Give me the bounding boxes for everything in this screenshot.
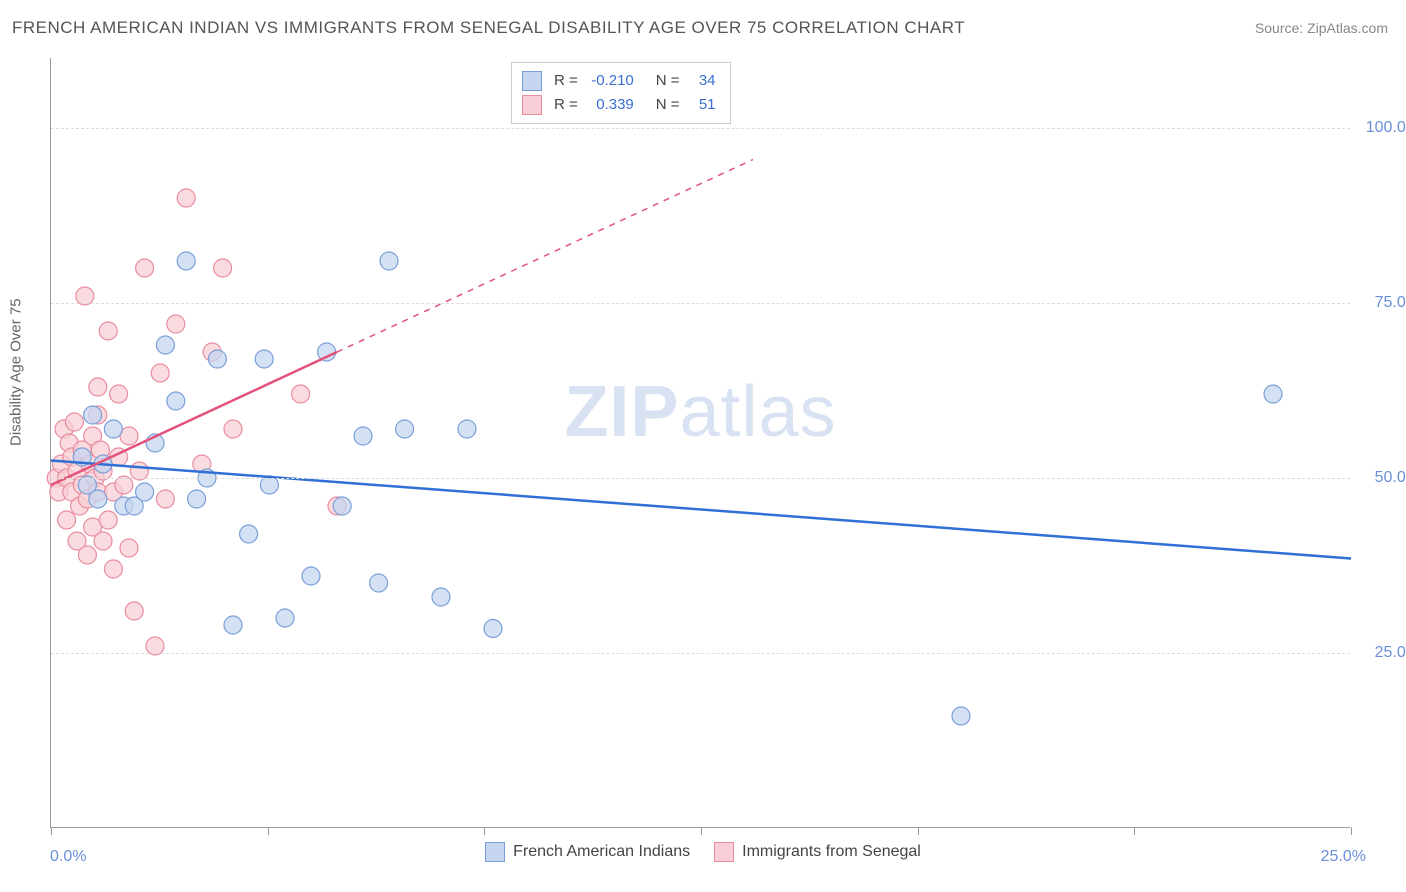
series-legend: French American Indians Immigrants from …	[0, 842, 1406, 862]
scatter-point	[136, 259, 154, 277]
scatter-point	[952, 707, 970, 725]
x-tick-mark	[918, 827, 919, 835]
scatter-point	[65, 413, 83, 431]
scatter-point	[89, 490, 107, 508]
scatter-point	[396, 420, 414, 438]
trend-line-extrapolated	[337, 160, 753, 353]
legend-label-pink: Immigrants from Senegal	[742, 843, 921, 861]
scatter-point	[136, 483, 154, 501]
scatter-point	[354, 427, 372, 445]
swatch-blue-icon	[485, 842, 505, 862]
scatter-point	[240, 525, 258, 543]
chart-container: FRENCH AMERICAN INDIAN VS IMMIGRANTS FRO…	[0, 0, 1406, 892]
scatter-point	[125, 602, 143, 620]
gridline-h	[51, 478, 1350, 479]
legend-item-pink: Immigrants from Senegal	[714, 842, 921, 862]
swatch-pink-icon	[714, 842, 734, 862]
scatter-point	[110, 385, 128, 403]
source-attribution: Source: ZipAtlas.com	[1255, 20, 1388, 36]
y-tick-label: 75.0%	[1360, 294, 1406, 312]
gridline-h	[51, 128, 1350, 129]
scatter-point	[484, 620, 502, 638]
y-tick-label: 50.0%	[1360, 469, 1406, 487]
x-tick-mark	[1351, 827, 1352, 835]
y-tick-label: 25.0%	[1360, 644, 1406, 662]
x-tick-mark	[1134, 827, 1135, 835]
x-tick-mark	[701, 827, 702, 835]
y-tick-label: 100.0%	[1360, 119, 1406, 137]
y-axis-label: Disability Age Over 75	[8, 298, 25, 446]
scatter-point	[99, 322, 117, 340]
plot-area: ZIPatlas R = -0.210 N = 34 R = 0.339 N =…	[50, 58, 1350, 828]
scatter-point	[177, 252, 195, 270]
scatter-point	[156, 490, 174, 508]
scatter-point	[58, 511, 76, 529]
scatter-point	[99, 511, 117, 529]
scatter-point	[302, 567, 320, 585]
scatter-point	[167, 392, 185, 410]
scatter-point	[458, 420, 476, 438]
scatter-svg	[51, 58, 1350, 827]
scatter-point	[120, 539, 138, 557]
gridline-h	[51, 653, 1350, 654]
scatter-point	[78, 546, 96, 564]
scatter-point	[276, 609, 294, 627]
scatter-point	[177, 189, 195, 207]
legend-item-blue: French American Indians	[485, 842, 690, 862]
scatter-point	[292, 385, 310, 403]
scatter-point	[224, 616, 242, 634]
legend-label-blue: French American Indians	[513, 843, 690, 861]
trend-line	[51, 461, 1351, 559]
scatter-point	[318, 343, 336, 361]
chart-title: FRENCH AMERICAN INDIAN VS IMMIGRANTS FRO…	[12, 18, 965, 38]
scatter-point	[151, 364, 169, 382]
x-tick-mark	[51, 827, 52, 835]
scatter-point	[380, 252, 398, 270]
scatter-point	[333, 497, 351, 515]
scatter-point	[104, 560, 122, 578]
scatter-point	[104, 420, 122, 438]
scatter-point	[1264, 385, 1282, 403]
scatter-point	[94, 532, 112, 550]
scatter-point	[84, 406, 102, 424]
gridline-h	[51, 303, 1350, 304]
x-tick-mark	[268, 827, 269, 835]
scatter-point	[255, 350, 273, 368]
scatter-point	[208, 350, 226, 368]
x-tick-mark	[484, 827, 485, 835]
scatter-point	[89, 378, 107, 396]
scatter-point	[224, 420, 242, 438]
scatter-point	[214, 259, 232, 277]
scatter-point	[432, 588, 450, 606]
scatter-point	[370, 574, 388, 592]
scatter-point	[188, 490, 206, 508]
scatter-point	[156, 336, 174, 354]
scatter-point	[167, 315, 185, 333]
